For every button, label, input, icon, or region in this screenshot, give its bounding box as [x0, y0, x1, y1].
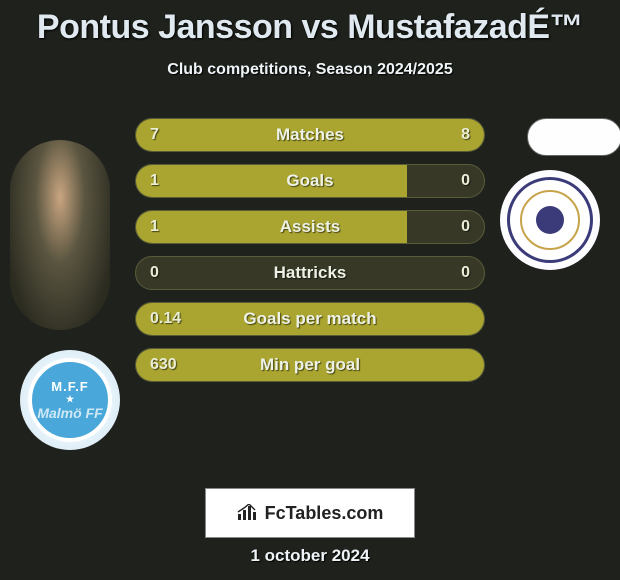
club-left-label: Malmö FF [37, 405, 102, 421]
stat-row: 0.14 Goals per match [135, 302, 485, 336]
stat-fill-left [136, 211, 407, 243]
stat-label: Assists [280, 217, 340, 237]
stat-label: Goals [286, 171, 333, 191]
stat-value-right: 0 [461, 218, 470, 236]
bar-chart-icon [237, 504, 259, 522]
stat-row: 1 Goals 0 [135, 164, 485, 198]
stat-label: Goals per match [243, 309, 376, 329]
stat-label: Matches [276, 125, 344, 145]
stat-value-right: 8 [461, 126, 470, 144]
player-left-photo [10, 140, 110, 330]
club-left-short: M.F.F [51, 379, 89, 394]
player-right-flag [527, 118, 620, 156]
club-badge-right [500, 170, 600, 270]
stat-value-right: 0 [461, 172, 470, 190]
comparison-subtitle: Club competitions, Season 2024/2025 [0, 61, 620, 79]
ball-icon [536, 206, 564, 234]
stat-label: Min per goal [260, 355, 360, 375]
stat-row: 7 Matches 8 [135, 118, 485, 152]
source-brand-box: FcTables.com [205, 488, 415, 538]
comparison-title: Pontus Jansson vs MustafazadÉ™ [0, 0, 620, 47]
stat-value-right: 0 [461, 264, 470, 282]
brand-label: FcTables.com [265, 503, 384, 524]
stat-value-left: 0.14 [150, 310, 181, 328]
star-icon: ★ [66, 394, 74, 405]
stats-container: 7 Matches 8 1 Goals 0 1 Assists 0 0 Hattricks 0 0.14… [135, 118, 485, 394]
stat-row: 0 Hattricks 0 [135, 256, 485, 290]
stat-value-left: 1 [150, 172, 159, 190]
stat-value-left: 7 [150, 126, 159, 144]
stat-row: 630 Min per goal [135, 348, 485, 382]
malmo-ff-crest: M.F.F ★ Malmö FF [28, 358, 112, 442]
stat-fill-left [136, 165, 407, 197]
stat-row: 1 Assists 0 [135, 210, 485, 244]
stat-label: Hattricks [274, 263, 347, 283]
comparison-date: 1 october 2024 [0, 546, 620, 566]
club-badge-left: M.F.F ★ Malmö FF [20, 350, 120, 450]
qarabag-crest [507, 177, 593, 263]
stat-value-left: 630 [150, 356, 177, 374]
stat-value-left: 0 [150, 264, 159, 282]
stat-value-left: 1 [150, 218, 159, 236]
